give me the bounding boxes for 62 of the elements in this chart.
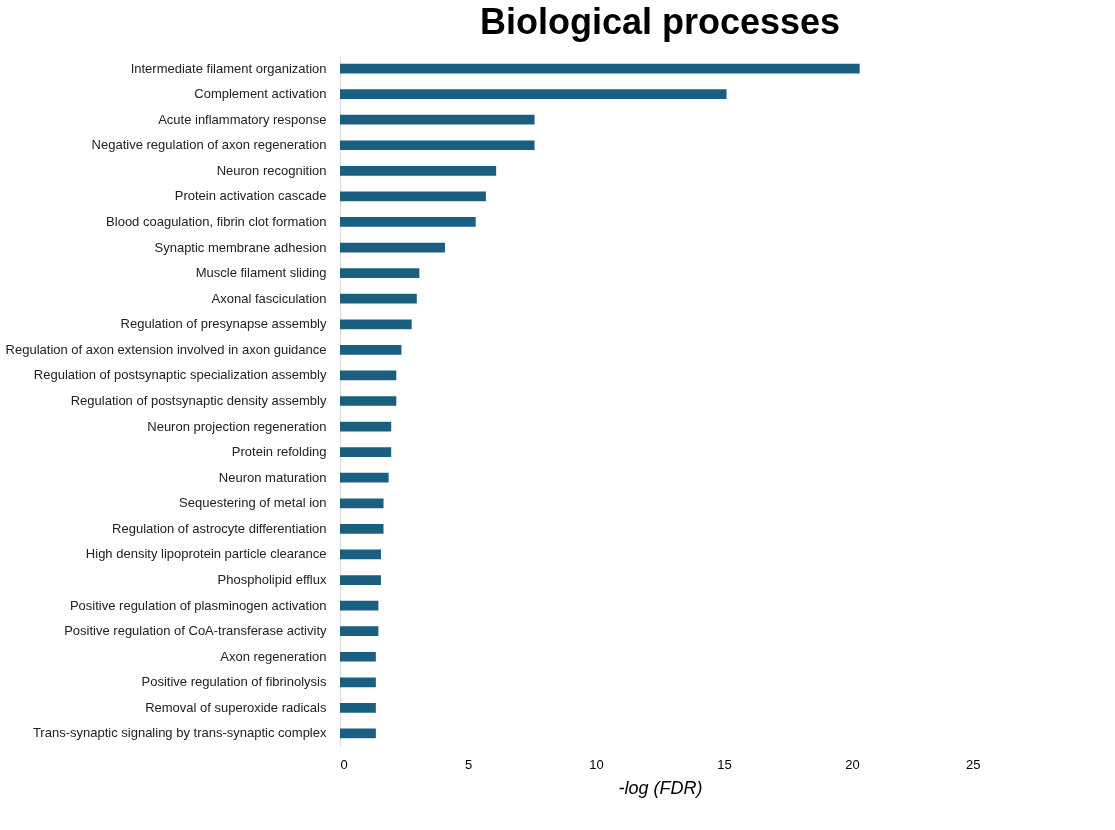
y-tick-label: Intermediate filament organization	[130, 60, 327, 76]
bar	[340, 319, 412, 330]
bar	[340, 524, 384, 534]
y-tick-label: Axon regeneration	[220, 648, 327, 664]
bar	[340, 63, 860, 74]
y-tick-label: Neuron recognition	[216, 162, 327, 178]
bar	[340, 600, 379, 611]
bar	[340, 140, 535, 151]
bar	[340, 498, 384, 509]
bar	[340, 268, 420, 278]
y-tick-label: Complement activation	[194, 86, 327, 102]
y-tick-label: Neuron maturation	[218, 469, 327, 485]
bar	[340, 677, 376, 688]
y-tick-label: High density lipoprotein particle clearance	[85, 546, 327, 562]
bar	[340, 370, 397, 381]
bar	[340, 293, 417, 304]
y-tick-label: Blood coagulation, fibrin clot formation	[106, 213, 327, 229]
bar	[340, 575, 381, 585]
y-tick-label: Protein activation cascade	[174, 188, 327, 204]
y-tick-label: Neuron projection regeneration	[147, 418, 327, 434]
y-tick-label: Phospholipid efflux	[217, 572, 327, 588]
x-tick-label: 20	[845, 756, 860, 772]
x-tick-label: 0	[340, 756, 348, 772]
y-tick-label: Positive regulation of CoA-transferase activity	[64, 623, 327, 639]
y-tick-label: Positive regulation of fibrinolysis	[141, 674, 327, 690]
y-tick-label: Trans-synaptic signaling by trans-synaptic complex	[32, 725, 327, 741]
bar	[340, 421, 392, 432]
bar	[340, 114, 535, 125]
x-tick-label: 25	[966, 756, 981, 772]
bar	[340, 344, 402, 355]
y-tick-label: Regulation of axon extension involved in axon guidance	[5, 341, 327, 357]
x-axis-title: -log (FDR)	[618, 777, 703, 798]
y-tick-label: Regulation of presynapse assembly	[120, 316, 327, 332]
y-tick-label: Regulation of postsynaptic density assembly	[70, 393, 327, 408]
x-tick-label: 15	[717, 756, 732, 772]
bar	[340, 447, 392, 458]
bar	[340, 703, 376, 713]
y-tick-label: Regulation of astrocyte differentiation	[112, 520, 327, 536]
y-tick-label: Protein refolding	[231, 444, 327, 460]
y-tick-label: Axonal fasciculation	[211, 290, 327, 306]
bar	[340, 242, 445, 253]
bar	[340, 549, 381, 560]
bar	[340, 396, 397, 406]
bar	[340, 626, 379, 637]
bar	[340, 217, 476, 227]
y-tick-label: Removal of superoxide radicals	[145, 699, 327, 715]
bar	[340, 165, 497, 176]
y-tick-label: Positive regulation of plasminogen activation	[69, 597, 327, 613]
bar	[340, 472, 389, 483]
bar	[340, 728, 376, 739]
y-tick-label: Synaptic membrane adhesion	[154, 239, 327, 255]
bar	[340, 651, 376, 662]
x-tick-label: 10	[589, 756, 604, 772]
y-tick-label: Negative regulation of axon regeneration	[91, 137, 327, 153]
y-tick-label: Acute inflammatory response	[158, 111, 327, 127]
y-tick-label: Regulation of postsynaptic specialization assembly	[33, 367, 327, 383]
bar	[340, 191, 486, 202]
y-tick-label: Muscle filament sliding	[195, 265, 327, 281]
x-tick-label: 5	[464, 756, 473, 772]
y-tick-label: Sequestering of metal ion	[179, 495, 327, 511]
chart-title: Biological processes	[479, 1, 841, 42]
bar	[340, 89, 727, 99]
